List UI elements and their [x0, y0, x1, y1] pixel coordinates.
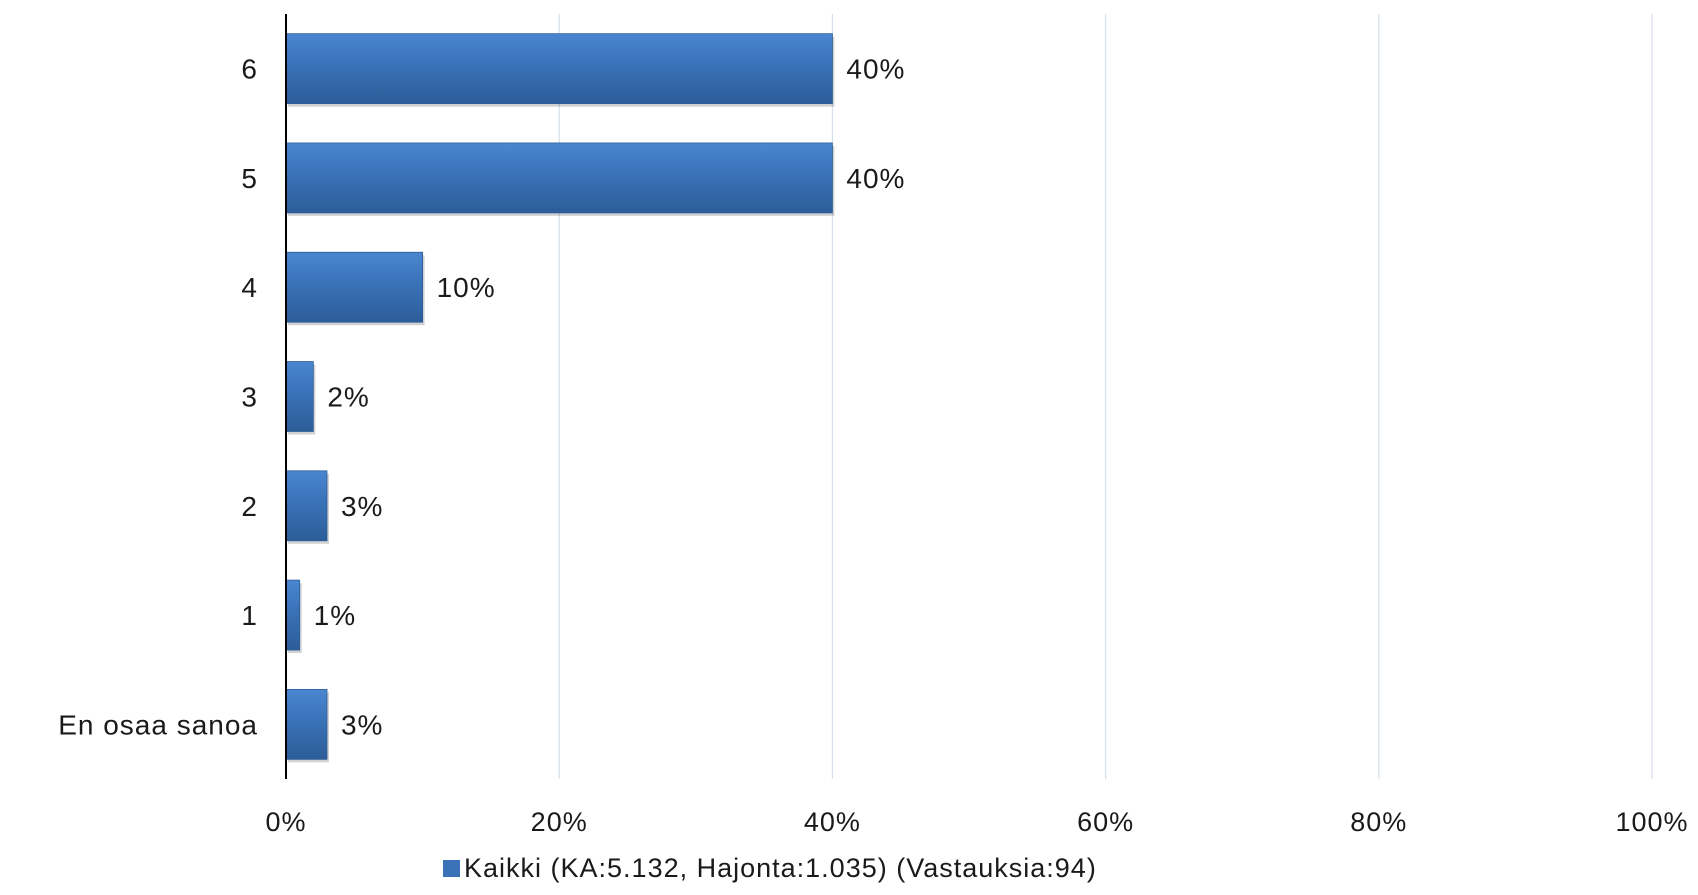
- bars: [285, 33, 835, 763]
- data-label: 3%: [341, 709, 383, 740]
- x-tick-label: 60%: [1077, 807, 1134, 837]
- data-label: 10%: [437, 272, 496, 303]
- x-tick-label: 80%: [1350, 807, 1407, 837]
- category-label: 4: [241, 272, 258, 303]
- data-label: 2%: [327, 382, 369, 413]
- bar: [285, 142, 833, 214]
- labels: 0% 20% 40% 60% 80% 100% 6 40% 5 40% 4 10% 3 2% 2 3% 1 1% E…: [58, 54, 1688, 837]
- bar: [285, 688, 328, 760]
- bar: [285, 251, 424, 323]
- data-label: 3%: [341, 491, 383, 522]
- bar: [285, 579, 301, 651]
- data-label: 40%: [846, 163, 905, 194]
- bar: [285, 33, 833, 105]
- bar: [285, 361, 314, 432]
- gridlines: [558, 14, 1653, 779]
- data-label: 1%: [314, 600, 356, 631]
- legend-label: Kaikki (KA:5.132, Hajonta:1.035) (Vastau…: [464, 853, 1097, 883]
- x-tick-label: 0%: [265, 807, 306, 837]
- category-label: 6: [241, 54, 258, 85]
- legend-marker: [443, 860, 460, 877]
- x-tick-label: 40%: [804, 807, 861, 837]
- category-label: 1: [241, 600, 258, 631]
- category-label: 2: [241, 491, 258, 522]
- category-label: En osaa sanoa: [58, 709, 258, 740]
- category-label: 5: [241, 163, 258, 194]
- x-tick-label: 20%: [531, 807, 588, 837]
- category-label: 3: [241, 382, 258, 413]
- x-tick-label: 100%: [1615, 807, 1688, 837]
- legend: Kaikki (KA:5.132, Hajonta:1.035) (Vastau…: [443, 853, 1097, 883]
- bar: [285, 470, 328, 542]
- data-label: 40%: [846, 54, 905, 85]
